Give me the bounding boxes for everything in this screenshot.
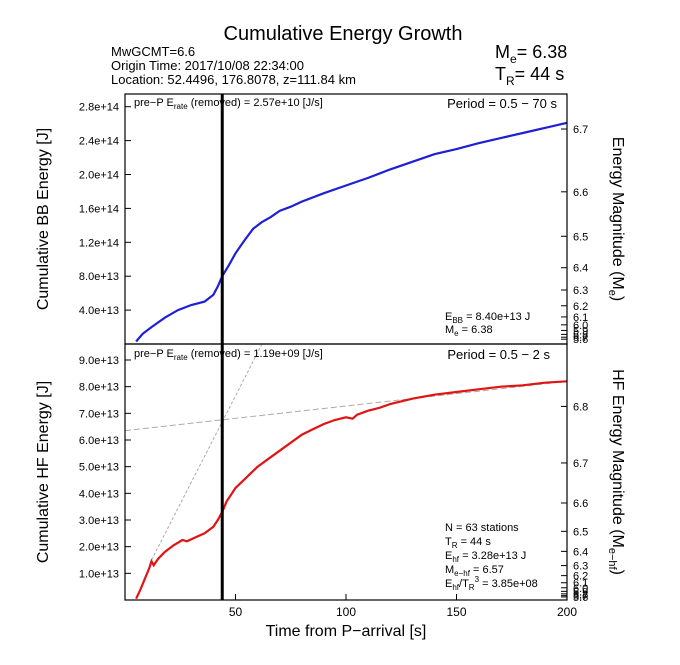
hf-ytick-label: 7.0e+13 [79,408,119,420]
hf-tr-stat: TR = 44 s [445,536,491,550]
bb-right-tick-label: 6.0 [573,320,588,332]
location: Location: 52.4496, 176.8078, z=111.84 km [111,72,356,87]
hf-right-tick-label: 6.1 [573,578,588,590]
header-tr: TR= 44 s [495,64,564,88]
hf-period: Period = 0.5 − 2 s [447,347,550,362]
hf-ytick-label: 5.0e+13 [79,462,119,474]
bb-right-tick-label: 5.6 [573,334,588,346]
hf-right-tick-label: 6.2 [573,571,588,583]
bb-right-tick-label: 6.2 [573,301,588,313]
bb-right-tick-label: 6.5 [573,231,588,243]
bb-ytick-label: 8.0e+13 [79,271,119,283]
hf-ytick-label: 1.0e+13 [79,568,119,580]
hf-ratio-stat: Ehf/TR3 = 3.85e+08 [445,575,538,592]
origin-time: Origin Time: 2017/10/08 22:34:00 [111,58,304,73]
x-tick-label: 150 [446,605,466,619]
figure-title: Cumulative Energy Growth [224,23,463,45]
bb-ebb-stat: EBB = 8.40e+13 J [445,311,530,325]
hf-right-tick-label: 6.6 [573,498,588,510]
hf-right-tick-label: 5.7 [573,591,588,603]
x-axis-label: Time from P−arrival [s] [266,623,427,640]
bb-energy-curve [135,121,568,343]
bb-ytick-label: 2.0e+14 [79,170,119,182]
hf-ytick-label: 8.0e+13 [79,382,119,394]
event-magnitude: MwGCMT=6.6 [111,44,195,59]
bb-right-tick-label: 6.6 [573,187,588,199]
x-tick-label: 200 [557,605,577,619]
hf-mehf-stat: Me−hf = 6.57 [445,564,504,578]
hf-right-tick-label: 6.5 [573,526,588,538]
hf-x-ticks: 50 100 150 200 [229,594,577,619]
bb-right-tick-label: 6.7 [573,124,588,136]
hf-stations-stat: N = 63 stations [445,522,519,534]
bb-right-tick-label: 5.8 [573,329,588,341]
hf-right-tick-label: 6.3 [573,561,588,573]
bb-right-tick-label: 6.1 [573,312,588,324]
hf-left-axis-label: Cumulative HF Energy [J] [35,381,52,563]
bb-energy-panel: 4.0e+13 8.0e+13 1.2e+14 1.6e+14 2.0e+14 2.4e+… [35,93,626,346]
hf-right-tick-label: 6.7 [573,458,588,470]
hf-right-tick-label: 6.0 [573,583,588,595]
hf-right-tick-label: 6.8 [573,401,588,413]
bb-right-tick-label: 6.4 [573,263,588,275]
hf-right-ticks: 5.65.75.85.96.06.16.26.3 6.4 6.5 6.6 6.7 6.8 [561,401,588,604]
header-me: Me= 6.38 [495,42,567,66]
bb-right-tick-label: 6.3 [573,285,588,297]
bb-me-stat: Me = 6.38 [445,324,493,338]
hf-guide-line-steep [151,343,263,561]
hf-right-tick-label: 6.4 [573,546,588,558]
bb-right-axis-label: Energy Magnitude (Me) [606,137,626,301]
hf-right-tick-label: 5.9 [573,586,588,598]
bb-ytick-label: 1.6e+14 [79,203,119,215]
x-tick-label: 100 [336,605,356,619]
hf-right-tick-label: 5.8 [573,589,588,601]
hf-energy-panel: 1.0e+13 2.0e+13 3.0e+13 4.0e+13 5.0e+13 6.0e+… [35,343,626,640]
bb-ytick-label: 4.0e+13 [79,305,119,317]
bb-ytick-label: 2.4e+14 [79,136,119,148]
bb-ytick-label: 1.2e+14 [79,237,119,249]
hf-ytick-label: 9.0e+13 [79,355,119,367]
bb-right-tick-label: 5.9 [573,325,588,337]
hf-plot-frame [124,343,568,601]
hf-ytick-label: 3.0e+13 [79,515,119,527]
hf-ytick-label: 2.0e+13 [79,542,119,554]
hf-left-ticks: 1.0e+13 2.0e+13 3.0e+13 4.0e+13 5.0e+13 6.0e+… [79,355,131,580]
hf-ehf-stat: Ehf = 3.28e+13 J [445,550,526,564]
bb-left-axis-label: Cumulative BB Energy [J] [35,128,52,310]
hf-ytick-label: 4.0e+13 [79,488,119,500]
bb-plot-frame [124,93,568,345]
hf-right-tick-label: 5.6 [573,592,588,604]
hf-guide-line-flat [124,380,568,432]
bb-right-ticks: 5.65.75.85.96.06.16.2 6.3 6.4 6.5 6.6 6.7 [561,124,588,346]
bb-period: Period = 0.5 − 70 s [447,96,557,111]
hf-ytick-label: 6.0e+13 [79,435,119,447]
hf-pre-p-rate: pre−P Erate (removed) = 1.19e+09 [J/s] [134,348,323,362]
hf-energy-curve [135,380,568,600]
bb-ytick-label: 2.8e+14 [79,102,119,114]
bb-right-tick-label: 5.7 [573,332,588,344]
bb-left-ticks: 4.0e+13 8.0e+13 1.2e+14 1.6e+14 2.0e+14 2.4e+… [79,102,131,317]
x-tick-label: 50 [229,605,243,619]
bb-pre-p-rate: pre−P Erate (removed) = 2.57e+10 [J/s] [134,97,323,111]
hf-right-axis-label: HF Energy Magnitude (Me−hf) [606,369,626,575]
